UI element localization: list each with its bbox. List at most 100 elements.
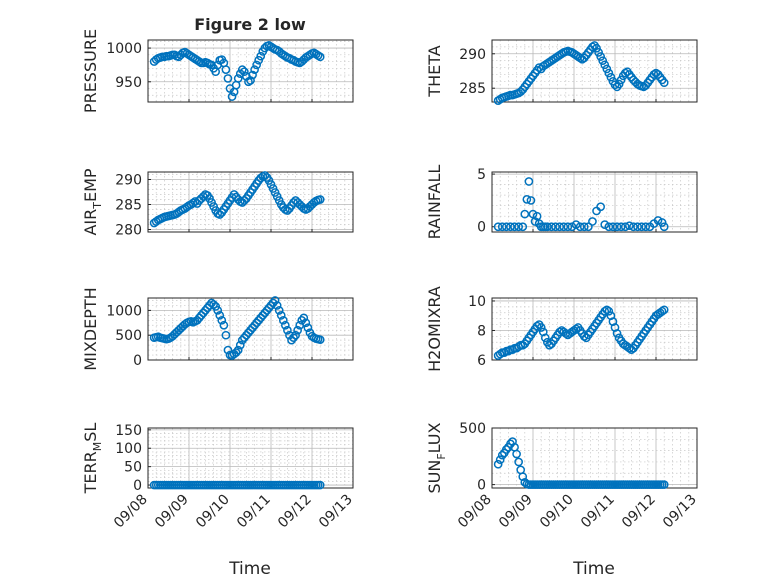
y-tick-label: 0 [477,478,486,494]
y-tick-label: 285 [459,81,486,97]
axes-frame [147,39,354,103]
data-point [659,78,669,88]
data-point [600,60,610,70]
data-point [620,222,630,232]
data-point [606,72,616,82]
y-tick-label: 290 [115,173,142,189]
data-point [495,455,505,465]
data-point [608,222,618,232]
data-point [592,43,601,53]
data-point [278,315,288,325]
data-point [303,323,313,333]
subplot-1: 950 1000 PRESSURE [81,29,354,113]
data-point [540,333,550,343]
y-tick-label: 5 [477,167,486,183]
y-tick-label: 0 [133,353,142,369]
data-point [596,52,606,61]
data-point [598,56,608,66]
data-point [579,222,589,232]
data-point [555,222,565,232]
data-point [493,222,503,232]
data-point [571,324,581,334]
data-point [281,320,290,330]
data-point [612,222,622,232]
data-point [221,330,231,340]
data-point [559,222,569,232]
y-tick-label: 50 [124,460,142,476]
data-point [588,217,597,226]
data-point [315,480,325,490]
data-point [514,457,524,467]
data-point [283,325,292,335]
data-point [530,217,540,226]
y-tick-label: 500 [459,421,486,437]
data-point [217,315,227,325]
data-point [276,311,286,320]
subplot-2: 285 290 THETA [425,39,698,105]
data-point [272,301,282,310]
data-point [596,202,606,212]
data-point [215,311,225,320]
data-point [522,195,532,204]
y-tick-label: 950 [115,75,142,91]
data-point [223,74,233,83]
data-point [209,300,218,309]
x-axis-label-right: Time [572,559,615,579]
y-axis-label: PRESSURE [81,29,100,113]
data-point [657,218,667,227]
data-point [653,216,663,225]
data-point [520,209,530,219]
data-point [233,74,243,83]
axes-frame [491,39,698,103]
data-point [240,67,249,77]
y-tick-label: 280 [115,223,142,239]
data-point [252,60,261,70]
data-point [659,222,669,232]
data-point [250,65,259,75]
data-point [506,222,515,232]
data-point [641,222,651,232]
y-tick-label: 0 [133,478,142,494]
y-axis-label: TERRMSL [81,423,104,495]
data-point [289,333,298,343]
data-point [291,330,300,340]
y-tick-label: 8 [477,323,486,339]
data-point [555,327,565,337]
data-point [205,301,214,310]
y-tick-label: 6 [477,353,486,369]
data-point [274,306,284,315]
data-point [547,222,556,232]
subplot-3: 280 285 290 AIRTEMP [81,168,354,239]
data-point [657,306,667,316]
data-point [571,220,581,229]
data-point [301,318,311,328]
y-axis-label: MIXDEPTH [81,287,100,370]
axes-frame [491,171,698,233]
data-point [518,222,528,232]
data-point [561,329,571,338]
data-point [575,222,585,232]
data-point [551,222,560,232]
x-axis-label-left: Time [228,559,271,579]
y-axis-label: SUNFLUX [425,422,448,493]
y-axis-label: RAINFALL [425,165,444,240]
y-tick-label: 150 [115,423,142,439]
data-point [219,320,229,330]
y-tick-label: 1000 [106,303,142,319]
data-point [616,75,626,85]
data-point [248,70,257,80]
data-point [502,445,511,454]
data-point [237,65,247,75]
data-point [256,51,266,61]
data-point [625,221,634,231]
data-point [629,222,638,232]
data-point [543,222,552,232]
axes-frame [147,297,354,361]
data-point [315,335,325,345]
data-point [227,92,237,101]
data-point [231,348,241,357]
data-point [497,450,507,460]
data-point [610,80,620,90]
y-tick-label: 290 [459,47,486,63]
